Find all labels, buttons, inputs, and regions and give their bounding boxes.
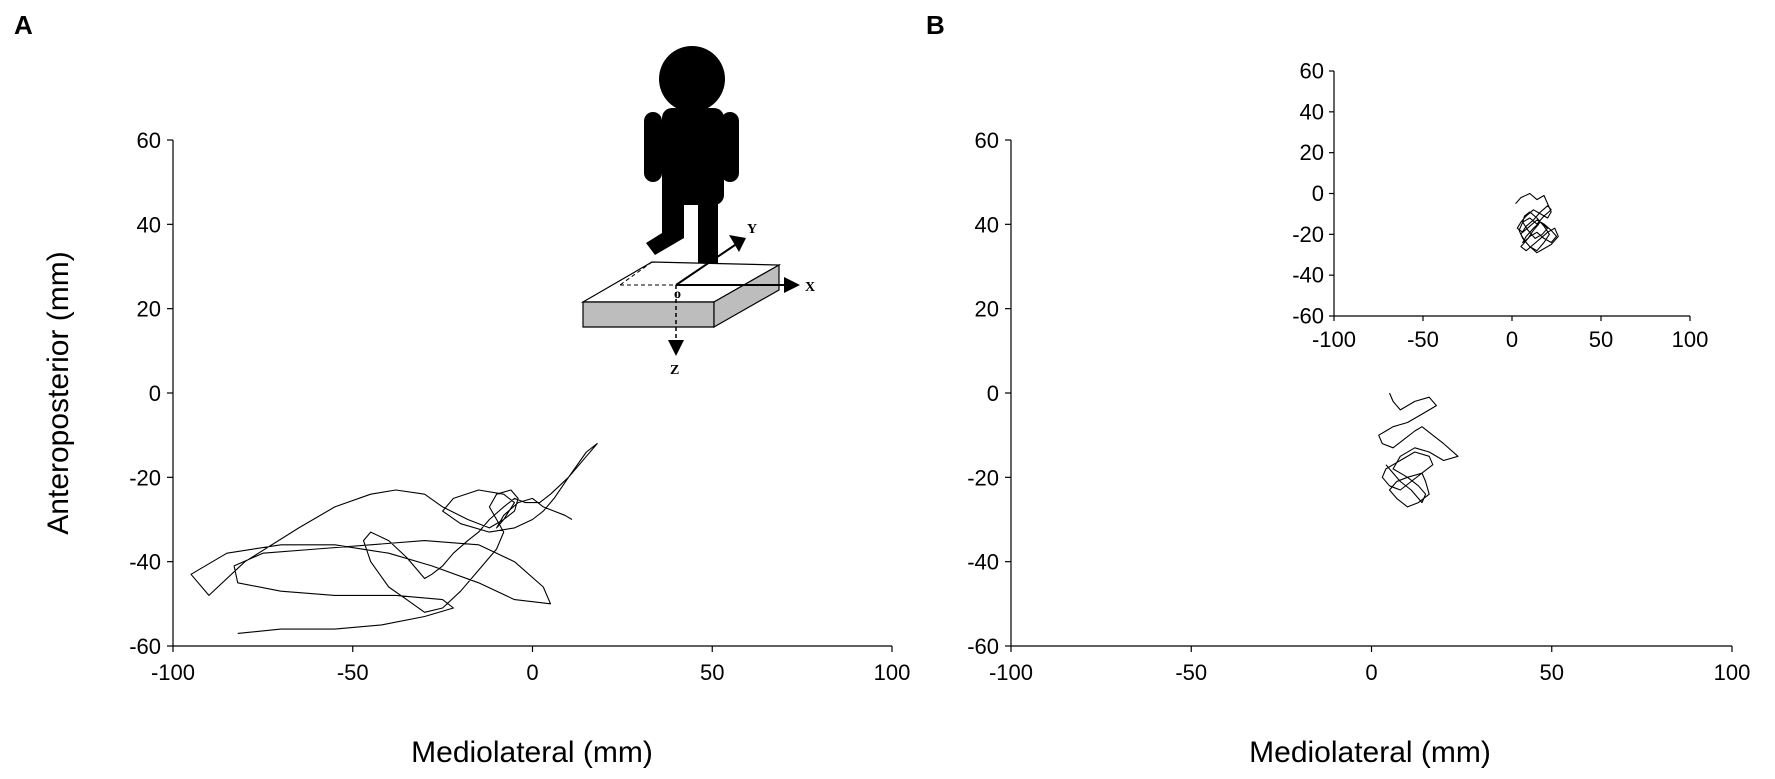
- panel-a-y-tick-label: 20: [137, 297, 161, 322]
- person-right-arm: [721, 112, 739, 182]
- panel-b-x-tick-label: -50: [1175, 660, 1207, 685]
- panel-a-y-tick-label: -40: [129, 550, 161, 575]
- panel-a-x-tick-label: 0: [526, 660, 538, 685]
- panel-b-plot: -100 -50 0 50 100 -60 -40 -20 0 20 40 60 Mediolater…: [967, 128, 1750, 769]
- panel-a-y-tick-label: 0: [149, 381, 161, 406]
- force-plate-schematic: o X Y Z: [580, 46, 815, 378]
- y-axis-arrowhead: [729, 235, 746, 252]
- panel-b-y-tick-label: 20: [975, 297, 999, 322]
- panel-b-inset-y-tick-label: -60: [1292, 304, 1324, 329]
- z-axis-label: Z: [670, 363, 679, 378]
- panel-b-inset-x-tick-label: -100: [1312, 327, 1356, 352]
- panel-b-y-tick-label: -40: [967, 550, 999, 575]
- panel-a-y-tick-label: -20: [129, 465, 161, 490]
- x-axis-arrowhead: [784, 277, 800, 293]
- panel-b-inset-y-tick-label: -40: [1292, 263, 1324, 288]
- panel-b-x-tick-label: 100: [1714, 660, 1751, 685]
- x-axis-label: X: [805, 280, 815, 295]
- panel-a-ticks: -100 -50 0 50 100 -60 -40 -20 0 20 40 60: [129, 128, 910, 685]
- panel-b-y-tick-label: -20: [967, 465, 999, 490]
- panel-b-inset-y-tick-label: 40: [1300, 99, 1324, 124]
- panel-b-x-axis-label: Mediolateral (mm): [1249, 736, 1491, 769]
- force-plate-side: [713, 263, 780, 329]
- panel-b-inset-plot: -100 -50 0 50 100 -60 -40 -20 0 20 40 60: [1292, 59, 1708, 352]
- panel-b-y-tick-label: 40: [975, 212, 999, 237]
- panel-b-x-tick-label: 0: [1365, 660, 1377, 685]
- panel-b-trace: [1378, 392, 1459, 508]
- panel-b-x-tick-label: -100: [989, 660, 1033, 685]
- panel-a-y-tick-label: 60: [137, 128, 161, 153]
- standing-person-icon: [644, 46, 739, 275]
- panel-a-x-tick-label: 100: [874, 660, 911, 685]
- panel-a-x-tick-label: -50: [337, 660, 369, 685]
- person-head: [659, 46, 725, 112]
- panel-b-y-tick-label: 0: [987, 381, 999, 406]
- panel-b-inset-y-tick-label: 0: [1312, 181, 1324, 206]
- panel-a-x-axis-label: Mediolateral (mm): [411, 736, 653, 769]
- panel-a-y-tick-label: 40: [137, 212, 161, 237]
- panel-b-inset-x-tick-label: -50: [1407, 327, 1439, 352]
- panel-b-inset-x-tick-label: 100: [1672, 327, 1709, 352]
- panel-b-y-tick-label: 60: [975, 128, 999, 153]
- panel-a-x-tick-label: -100: [151, 660, 195, 685]
- person-left-arm: [644, 112, 662, 182]
- force-plate-front: [582, 301, 715, 328]
- panel-b-inset-x-tick-label: 50: [1589, 327, 1613, 352]
- panel-b-inset-y-tick-label: 60: [1300, 59, 1324, 84]
- panel-letter-a: A: [14, 10, 33, 40]
- person-right-leg: [698, 195, 718, 275]
- y-axis-arrow-line: [675, 244, 736, 286]
- panel-a-y-axis-label: Anteroposterior (mm): [42, 251, 75, 534]
- panel-b-y-tick-label: -60: [967, 634, 999, 659]
- panel-b-x-tick-label: 50: [1540, 660, 1564, 685]
- panel-letter-b: B: [926, 10, 945, 40]
- person-torso: [662, 108, 724, 205]
- panel-a-trace: [190, 443, 598, 634]
- force-plate-icon: [580, 261, 782, 329]
- panel-a-plot: -100 -50 0 50 100 -60 -40 -20 0 20 40 60 Mediolater…: [42, 128, 910, 769]
- panel-b-inset-x-tick-label: 0: [1506, 327, 1518, 352]
- panel-b-inset-y-tick-label: 20: [1300, 140, 1324, 165]
- panel-b-ticks: -100 -50 0 50 100 -60 -40 -20 0 20 40 60: [967, 128, 1750, 685]
- z-axis-arrowhead: [668, 340, 684, 356]
- panel-b-inset-trace: [1515, 192, 1559, 254]
- coordinate-axes-icon: o X Y Z: [668, 222, 815, 378]
- y-axis-label: Y: [747, 222, 757, 237]
- panel-a-x-tick-label: 50: [700, 660, 724, 685]
- panel-b-inset-y-tick-label: -20: [1292, 222, 1324, 247]
- panel-b-inset-ticks: -100 -50 0 50 100 -60 -40 -20 0 20 40 60: [1292, 59, 1708, 352]
- person-left-leg: [646, 195, 684, 255]
- panel-a-y-tick-label: -60: [129, 634, 161, 659]
- origin-label: o: [674, 287, 681, 302]
